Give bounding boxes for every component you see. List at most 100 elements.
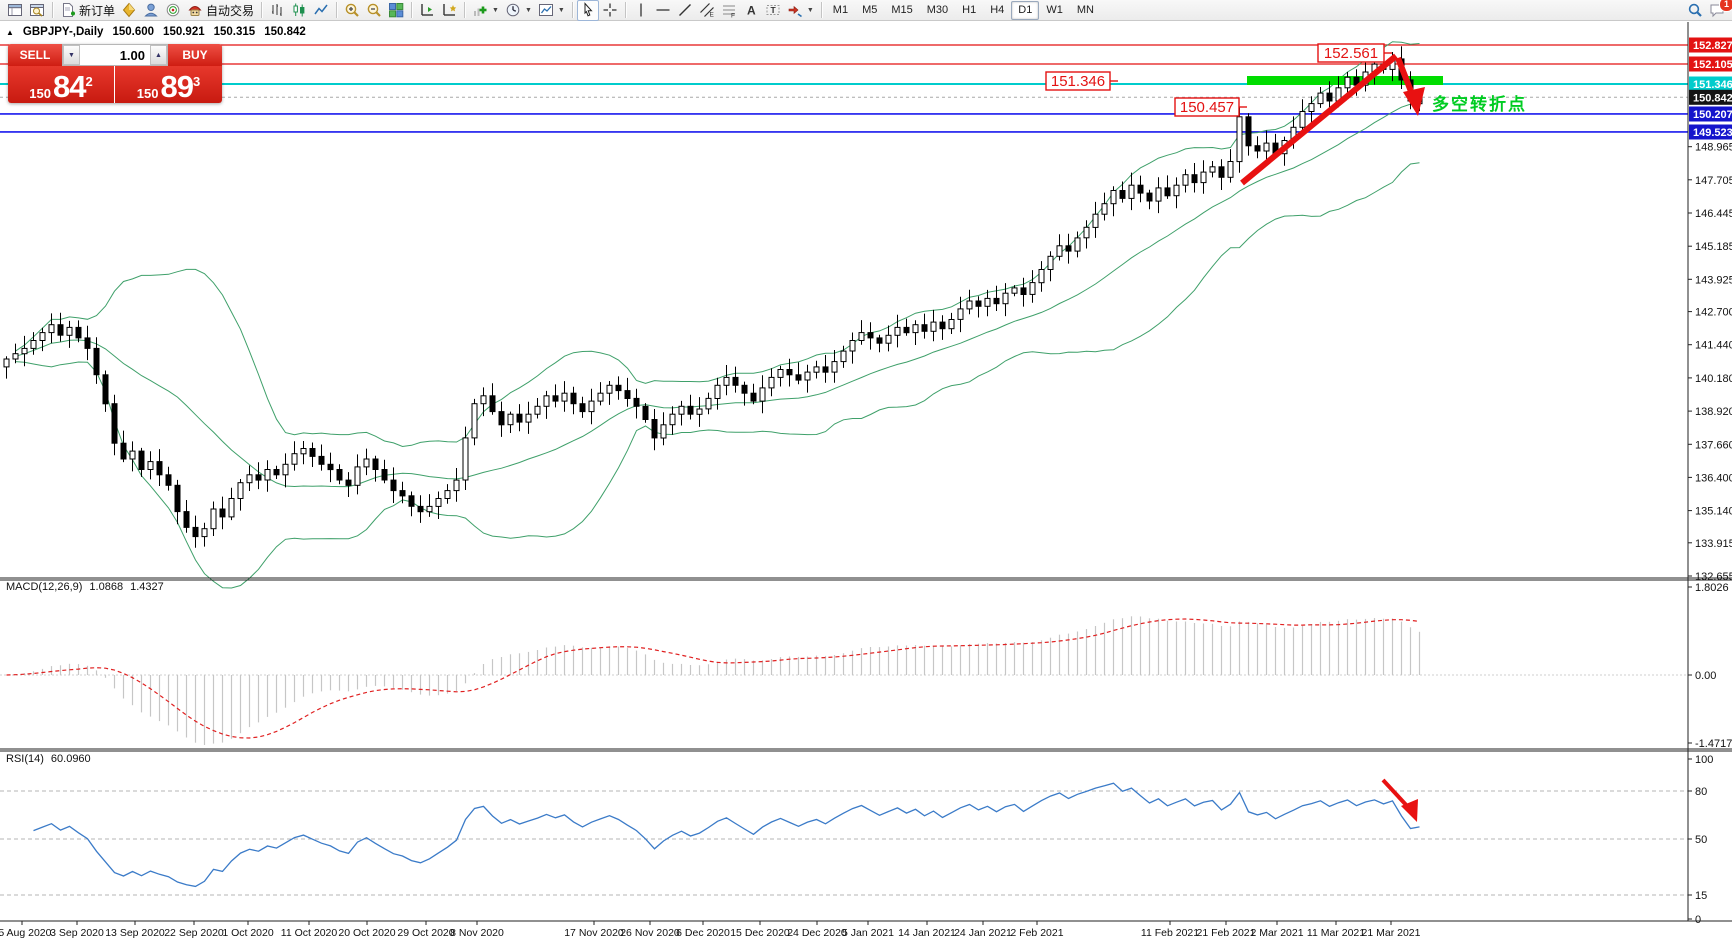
collapse-expander-icon[interactable]: ▲: [6, 27, 14, 37]
macd-histogram[interactable]: [7, 616, 1421, 745]
svg-text:24 Jan 2021: 24 Jan 2021: [954, 927, 1012, 939]
search-button[interactable]: [1684, 1, 1706, 20]
resistance-price-label[interactable]: 151.346: [1045, 71, 1118, 91]
timeframe-h4-button[interactable]: H4: [990, 3, 1005, 16]
horizontal-level-lines[interactable]: [0, 44, 1688, 133]
buy-price[interactable]: 150 89 3: [115, 66, 222, 103]
timeframe-w1-button[interactable]: W1: [1046, 3, 1063, 16]
volume-input[interactable]: [80, 47, 150, 63]
trendline-button[interactable]: [674, 1, 696, 20]
svg-text:151.346: 151.346: [1051, 73, 1105, 90]
auto-scroll-button[interactable]: [438, 1, 460, 20]
svg-text:149.523: 149.523: [1693, 127, 1732, 139]
timeframe-m30-button[interactable]: M30: [926, 3, 949, 16]
dropdown-caret-icon[interactable]: ▼: [492, 6, 499, 14]
svg-text:142.700: 142.700: [1695, 307, 1732, 319]
chart-window-button[interactable]: [4, 1, 26, 20]
template-button[interactable]: ▼: [535, 1, 568, 20]
sell-price-pip: 2: [85, 74, 93, 89]
volume-increase-button[interactable]: ▲: [150, 45, 167, 65]
autotrading-icon: [187, 2, 203, 18]
text-label-button[interactable]: T: [762, 1, 784, 20]
horizontal-line-icon: [655, 2, 671, 18]
macd-signal-line[interactable]: [6, 618, 1420, 739]
autotrading-button[interactable]: 自动交易: [184, 1, 257, 20]
turning-point-annotation[interactable]: 多空转折点: [1432, 94, 1527, 114]
timeframe-m5-button[interactable]: M5: [862, 3, 878, 16]
trend-annotations[interactable]: [1240, 53, 1425, 186]
data-window-button[interactable]: [26, 1, 48, 20]
toolbar-separator: [52, 2, 53, 18]
signals-button[interactable]: [162, 1, 184, 20]
buy-price-prefix: 150: [136, 86, 159, 101]
add-indicator-button[interactable]: ▼: [469, 1, 502, 20]
rsi-down-arrow[interactable]: [1381, 778, 1410, 809]
candlestick-chart-button[interactable]: [288, 1, 310, 20]
volume-decrease-button[interactable]: ▼: [63, 45, 80, 65]
rsi-value: 60.0960: [50, 753, 91, 765]
peak-price-label[interactable]: 152.561: [1317, 43, 1392, 63]
sell-button[interactable]: SELL: [8, 44, 62, 66]
dropdown-caret-icon[interactable]: ▼: [524, 6, 532, 14]
dropdown-caret-icon[interactable]: ▼: [806, 6, 814, 14]
svg-text:26 Nov 2020: 26 Nov 2020: [620, 927, 680, 939]
vertical-line-button[interactable]: [630, 1, 652, 20]
svg-text:150.207: 150.207: [1693, 109, 1732, 121]
rsi-axis: 100 80 50 15 0: [1688, 754, 1713, 926]
svg-text:11 Feb 2021: 11 Feb 2021: [1141, 927, 1199, 939]
svg-text:15: 15: [1695, 890, 1707, 902]
community-button[interactable]: [140, 1, 162, 20]
signals-icon: [165, 2, 181, 18]
timeframe-h1-button[interactable]: H1: [962, 3, 977, 16]
notifications-button[interactable]: 1: [1706, 0, 1732, 20]
support-price-label[interactable]: 150.457: [1174, 97, 1247, 117]
dropdown-caret-icon[interactable]: ▼: [557, 6, 565, 14]
auto-scroll-icon: [441, 2, 457, 18]
toolbar-separator: [820, 2, 822, 18]
close-value: 150.842: [264, 26, 306, 38]
price-axis[interactable]: 148.965 147.705 146.445 145.185 143.925 142.7…: [1688, 142, 1732, 583]
history-center-icon: [121, 2, 137, 18]
volume-stepper: ▼ ▲: [62, 44, 168, 66]
svg-text:150.457: 150.457: [1180, 99, 1234, 116]
equidistant-channel-icon: E: [699, 2, 715, 18]
zoom-in-button[interactable]: [341, 1, 363, 20]
history-center-button[interactable]: [118, 1, 140, 20]
timeframe-m15-button[interactable]: M15: [891, 3, 913, 16]
toolbar-separator: [571, 2, 573, 18]
rsi-line[interactable]: [33, 782, 1420, 888]
zoom-out-icon: [366, 2, 382, 18]
trendline-icon: [677, 2, 693, 18]
crosshair-button[interactable]: [599, 1, 621, 20]
svg-text:137.660: 137.660: [1695, 439, 1732, 451]
sell-price[interactable]: 150 84 2: [8, 66, 115, 103]
new-order-button[interactable]: 新订单: [57, 1, 118, 20]
equidistant-channel-button[interactable]: E: [696, 1, 718, 20]
chart-shift-icon: [419, 2, 435, 18]
svg-text:133.915: 133.915: [1695, 538, 1732, 550]
svg-text:1 Oct 2020: 1 Oct 2020: [222, 927, 274, 939]
timeframe-mn-button[interactable]: MN: [1076, 3, 1094, 16]
tile-windows-button[interactable]: [385, 1, 407, 20]
svg-text:8 Nov 2020: 8 Nov 2020: [450, 927, 504, 939]
zoom-out-button[interactable]: [363, 1, 385, 20]
line-chart-button[interactable]: [310, 1, 332, 20]
period-selector-button[interactable]: ▼: [502, 1, 535, 20]
bollinger-bands[interactable]: [15, 41, 1420, 589]
chart-shift-button[interactable]: [416, 1, 438, 20]
svg-text:24 Dec 2020: 24 Dec 2020: [787, 927, 847, 939]
svg-text:11 Mar 2021: 11 Mar 2021: [1307, 927, 1365, 939]
fibonacci-button[interactable]: F: [718, 1, 740, 20]
horizontal-line-button[interactable]: [652, 1, 674, 20]
candlesticks[interactable]: [3, 46, 1423, 548]
bar-chart-button[interactable]: [266, 1, 288, 20]
chart-window-icon: [7, 2, 23, 18]
cursor-button[interactable]: [576, 0, 599, 21]
text-button[interactable]: A: [740, 1, 762, 20]
timeframe-m1-button[interactable]: M1: [832, 3, 849, 16]
arrows-button[interactable]: ▼: [784, 1, 817, 20]
timeframe-d1-button[interactable]: D1: [1011, 0, 1040, 20]
buy-button[interactable]: BUY: [168, 44, 222, 66]
